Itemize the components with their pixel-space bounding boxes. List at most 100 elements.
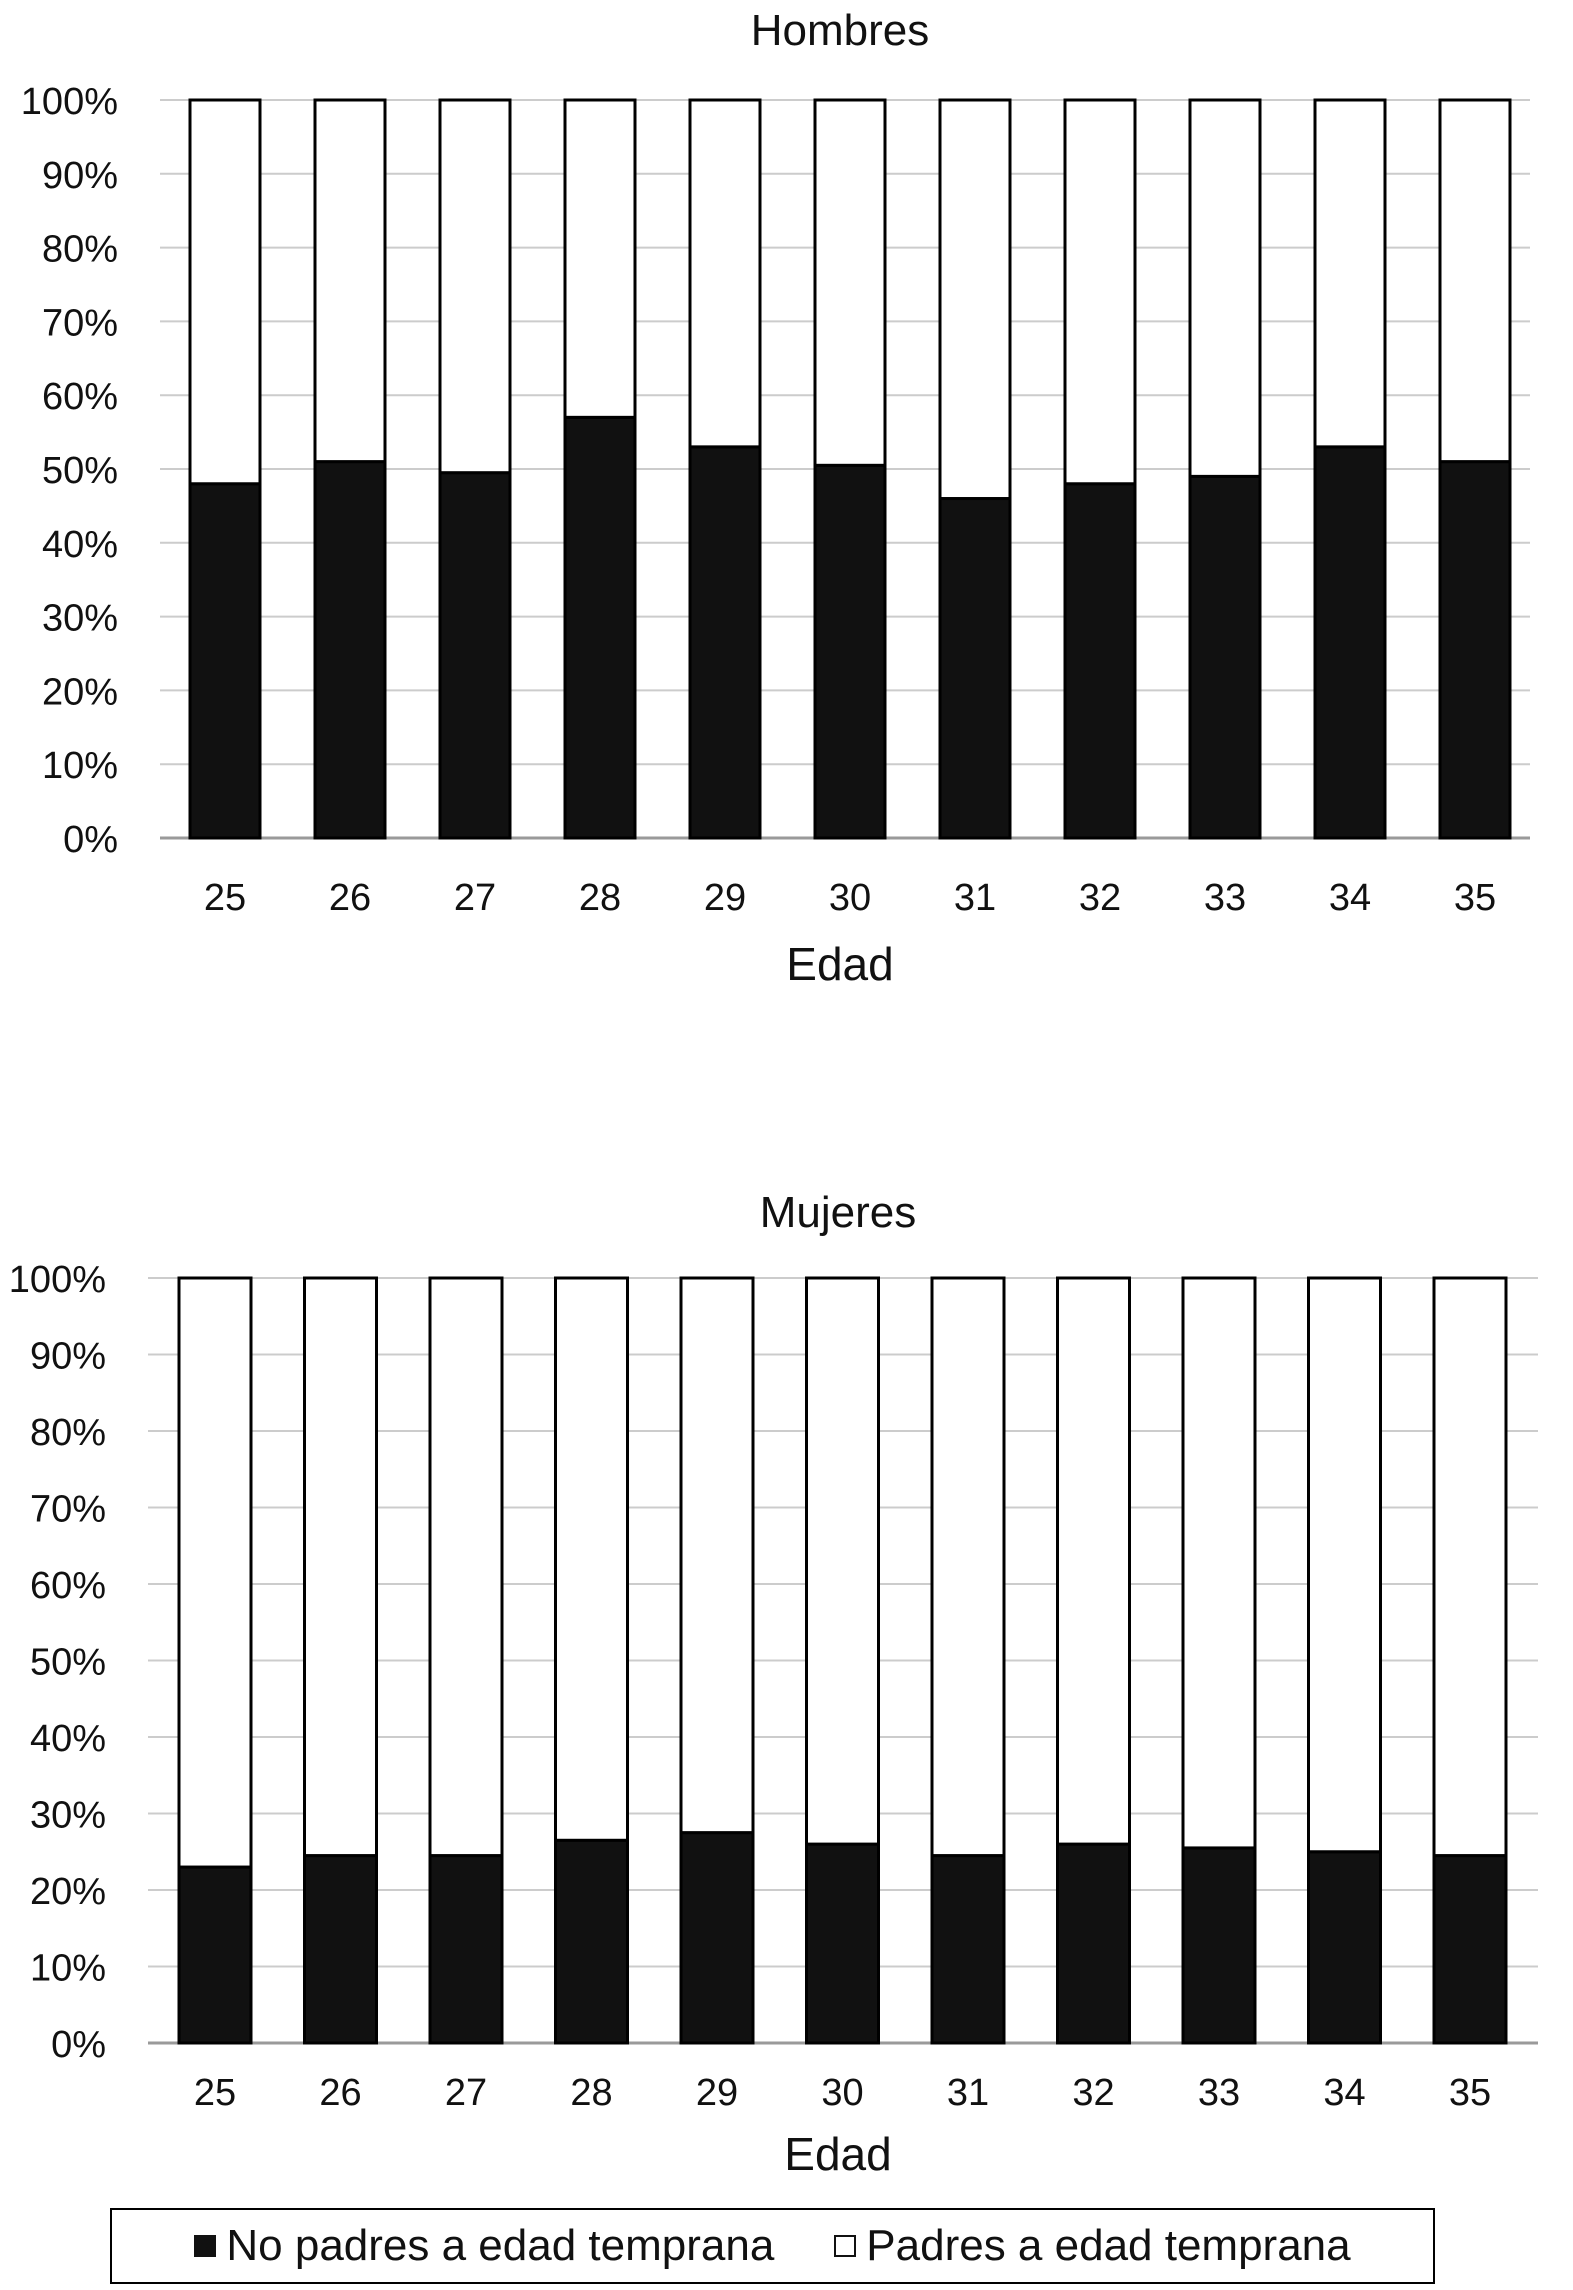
bar-segment-no-padres (813, 463, 887, 840)
bar-segment-padres (303, 1276, 378, 1858)
y-tick-label: 30% (30, 1795, 106, 1837)
y-tick-label: 0% (51, 2024, 106, 2066)
bar-segment-no-padres (805, 1842, 880, 2045)
y-tick-label: 90% (42, 155, 118, 197)
x-tick-label: 29 (704, 877, 746, 919)
legend-label-no-padres: No padres a edad temprana (226, 2221, 775, 2270)
bar-segment-padres (1307, 1276, 1382, 1854)
legend-item-padres: Padres a edad temprana (834, 2221, 1351, 2271)
y-tick-label: 60% (42, 376, 118, 418)
chart-hombres: 0% 10% 20% 30% 40% 50% 60% 70% 80% 90% 100% 25 26 27 2… (21, 6, 1530, 990)
bar-segment-padres (188, 98, 262, 486)
bar-segment-padres (177, 1276, 253, 1869)
bar-segment-no-padres (563, 415, 637, 840)
bar-segment-padres (805, 1276, 880, 1846)
x-tick-label: 25 (194, 2072, 236, 2114)
x-axis-label: Edad (786, 938, 893, 990)
bar-segment-no-padres (1432, 1854, 1508, 2045)
y-tick-label: 100% (21, 81, 118, 123)
x-tick-label: 30 (829, 877, 871, 919)
bar-segment-no-padres (438, 471, 512, 840)
bar-segment-no-padres (1307, 1850, 1382, 2045)
y-tick-label: 60% (30, 1565, 106, 1607)
bar-segment-no-padres (1063, 482, 1137, 840)
x-tick-label: 35 (1454, 877, 1496, 919)
bar-segment-padres (1181, 1276, 1257, 1850)
bar-segment-no-padres (313, 460, 387, 840)
bar-segment-padres (313, 98, 387, 464)
x-tick-label: 30 (821, 2072, 863, 2114)
x-tick-label: 33 (1204, 877, 1246, 919)
x-axis-label: Edad (784, 2128, 891, 2180)
y-tick-label: 50% (30, 1642, 106, 1684)
bar-segment-padres (1313, 98, 1387, 449)
bar-segment-padres (813, 98, 887, 467)
x-tick-label: 31 (947, 2072, 989, 2114)
legend-item-no-padres: No padres a edad temprana (194, 2221, 774, 2271)
legend: No padres a edad temprana Padres a edad … (110, 2208, 1435, 2284)
legend-swatch-light (834, 2235, 857, 2257)
x-tick-label: 31 (954, 877, 996, 919)
x-tick-label: 26 (319, 2072, 361, 2114)
x-tick-label: 32 (1072, 2072, 1114, 2114)
y-tick-label: 80% (42, 229, 118, 271)
x-tick-label: 26 (329, 877, 371, 919)
bar-segment-no-padres (679, 1831, 755, 2045)
bar-segment-padres (1056, 1276, 1131, 1846)
bar-segment-padres (554, 1276, 629, 1842)
bar-segment-padres (1432, 1276, 1508, 1858)
y-tick-label: 80% (30, 1412, 106, 1454)
chart-mujeres: 0% 10% 20% 30% 40% 50% 60% 70% 80% 90% 100% 25 26 27 2… (9, 1188, 1538, 2180)
x-tick-label: 34 (1329, 877, 1371, 919)
y-tick-label: 10% (30, 1948, 106, 1990)
bar-segment-padres (1188, 98, 1262, 478)
y-tick-label: 40% (30, 1718, 106, 1760)
y-tick-label: 30% (42, 598, 118, 640)
chart-title: Mujeres (760, 1188, 917, 1237)
legend-label-padres: Padres a edad temprana (866, 2221, 1351, 2270)
legend-swatch-dark (194, 2235, 217, 2257)
bar-segment-no-padres (938, 497, 1012, 840)
bar-segment-no-padres (1313, 445, 1387, 840)
x-tick-label: 28 (570, 2072, 612, 2114)
bar-segment-no-padres (1181, 1846, 1257, 2045)
bar-segment-padres (1063, 98, 1137, 486)
bar-segment-padres (438, 98, 512, 475)
bar-segment-no-padres (428, 1854, 504, 2045)
bar-segment-no-padres (688, 445, 762, 840)
y-tick-label: 40% (42, 524, 118, 566)
bar-segment-no-padres (554, 1838, 629, 2045)
bar-segment-padres (938, 98, 1012, 501)
bar-segment-padres (930, 1276, 1006, 1858)
y-tick-label: 70% (42, 302, 118, 344)
bar-segment-no-padres (188, 482, 262, 840)
bar-segment-no-padres (930, 1854, 1006, 2045)
x-tick-label: 28 (579, 877, 621, 919)
x-tick-label: 27 (454, 877, 496, 919)
y-tick-label: 0% (63, 819, 118, 861)
x-tick-label: 25 (204, 877, 246, 919)
x-tick-label: 29 (696, 2072, 738, 2114)
bar-segment-no-padres (1188, 474, 1262, 840)
bar-segment-padres (688, 98, 762, 449)
x-tick-label: 33 (1198, 2072, 1240, 2114)
bar-segment-no-padres (1056, 1842, 1131, 2045)
y-tick-label: 20% (42, 671, 118, 713)
bar-segment-padres (679, 1276, 755, 1835)
bar-segment-no-padres (1438, 460, 1512, 840)
bar-segment-padres (1438, 98, 1512, 464)
bar-segment-padres (428, 1276, 504, 1858)
bar-segment-padres (563, 98, 637, 419)
y-tick-label: 90% (30, 1336, 106, 1378)
x-tick-label: 27 (445, 2072, 487, 2114)
chart-title: Hombres (751, 6, 930, 55)
y-tick-label: 70% (30, 1489, 106, 1531)
bar-segment-no-padres (177, 1865, 253, 2045)
y-tick-label: 50% (42, 450, 118, 492)
x-tick-label: 32 (1079, 877, 1121, 919)
y-tick-label: 100% (9, 1259, 106, 1301)
y-tick-label: 20% (30, 1871, 106, 1913)
bar-segment-no-padres (303, 1854, 378, 2045)
x-tick-label: 34 (1323, 2072, 1365, 2114)
